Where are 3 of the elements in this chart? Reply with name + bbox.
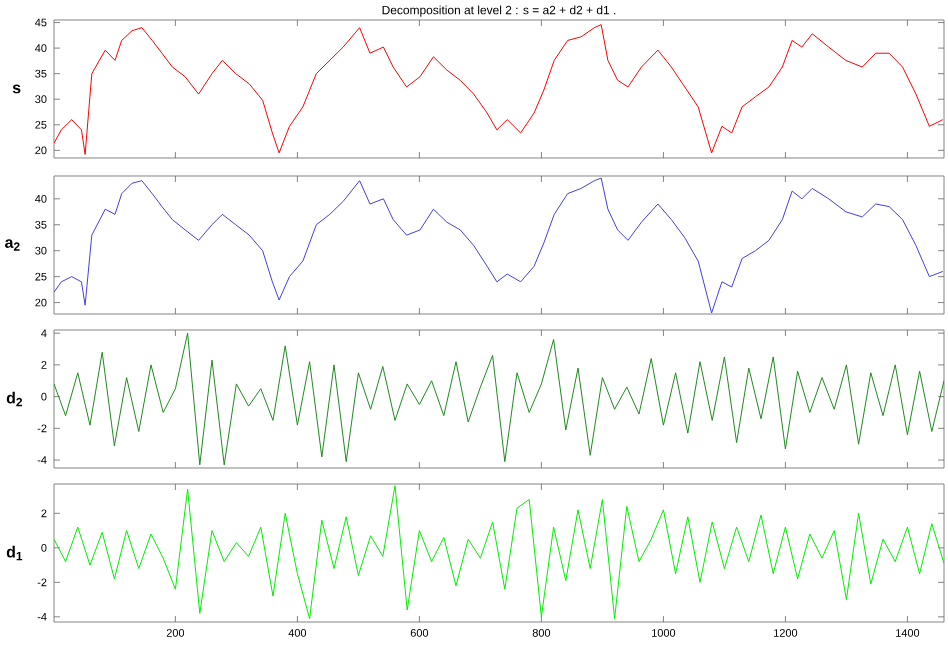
line-series [54, 332, 945, 466]
line-series [54, 177, 944, 314]
line-series [54, 485, 945, 620]
